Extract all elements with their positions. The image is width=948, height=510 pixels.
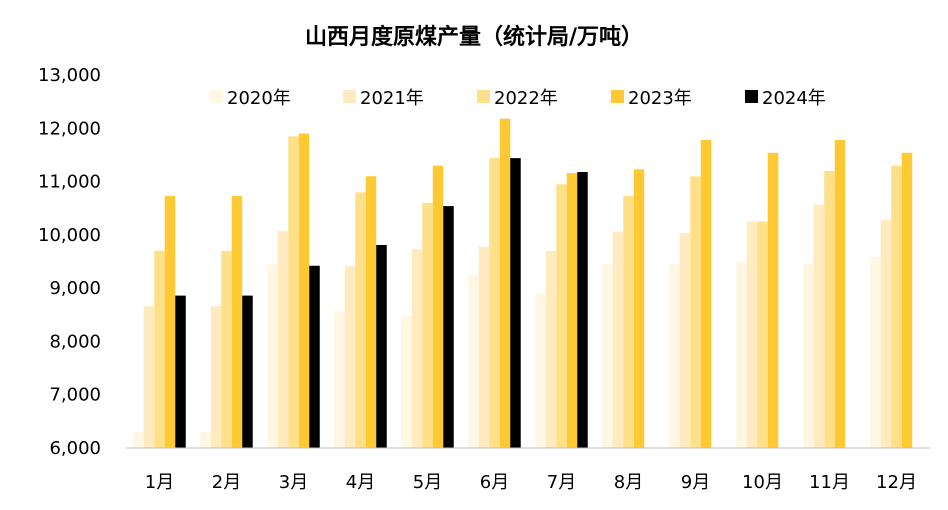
bar [813,204,825,448]
bar [880,219,892,448]
bar [633,169,645,448]
bar [891,165,902,449]
bar [133,432,144,448]
x-tick-label: 2月 [212,472,241,493]
y-tick-label: 6,000 [49,438,101,459]
bar [602,264,613,448]
bar [478,246,490,448]
bar [355,192,366,448]
bar [545,250,557,448]
bar [242,295,253,448]
bar [164,195,176,448]
bar [834,140,846,448]
x-tick-label: 7月 [547,472,576,493]
bar [757,221,768,448]
x-axis: 1月 2月 3月 4月 5月 6月 7月 8月 9月 10月 11月 12月 [145,472,917,493]
bar [577,171,588,449]
x-tick-label: 11月 [809,472,850,493]
bar [824,170,835,448]
bar [690,176,701,448]
legend: 2020年 2021年 2022年 2023年 2024年 [210,88,826,109]
bar [669,264,680,448]
bar [376,244,387,448]
legend-swatch [477,90,490,103]
bar [401,315,412,448]
bar [309,265,320,448]
x-tick-label: 6月 [480,472,509,493]
bar [746,221,758,448]
bar [267,264,278,448]
bar [679,233,691,448]
legend-swatch [343,90,356,103]
bar [499,118,511,449]
bar [175,295,186,448]
bar [767,152,779,448]
y-tick-label: 11,000 [38,172,101,193]
bar [535,293,546,448]
bar [623,195,634,448]
legend-label: 2024年 [762,88,826,109]
bar [468,274,479,448]
x-tick-label: 8月 [614,472,643,493]
bar [443,206,454,448]
bar [411,249,423,448]
bar [154,250,165,448]
bar [612,231,624,448]
bar [143,306,155,448]
y-tick-label: 9,000 [49,278,101,299]
bar [700,140,712,448]
y-axis: 6,000 7,000 8,000 9,000 10,000 11,000 12,000 13… [38,65,101,459]
bar [344,265,356,448]
x-tick-label: 5月 [413,472,442,493]
bar [803,264,814,448]
bar [489,158,500,448]
bar [200,432,211,448]
x-tick-label: 10月 [742,472,783,493]
legend-label: 2022年 [494,88,558,109]
y-tick-label: 10,000 [38,225,101,246]
legend-swatch [745,90,758,103]
bar [210,306,222,448]
y-tick-label: 13,000 [38,65,101,86]
y-tick-label: 7,000 [49,385,101,406]
bar [231,195,243,448]
bar [288,136,299,448]
bar [334,310,345,448]
x-tick-label: 12月 [876,472,917,493]
bar [277,231,289,448]
bar [901,152,913,448]
bar [298,133,310,448]
y-tick-label: 8,000 [49,331,101,352]
bar [422,202,433,448]
legend-swatch [210,90,223,103]
x-tick-label: 4月 [346,472,375,493]
bar [556,184,567,448]
y-tick-label: 12,000 [38,118,101,139]
bar [870,257,881,448]
bars [133,118,913,449]
x-tick-label: 9月 [681,472,710,493]
legend-label: 2021年 [360,88,424,109]
bar [432,165,444,449]
chart-title: 山西月度原煤产量（统计局/万吨） [305,24,643,50]
x-tick-label: 3月 [279,472,308,493]
bar [510,158,521,448]
bar [736,261,747,448]
legend-swatch [611,90,624,103]
x-tick-label: 1月 [145,472,174,493]
legend-label: 2020年 [227,88,291,109]
bar [365,176,377,448]
bar [221,250,232,448]
bar [566,173,578,448]
legend-label: 2023年 [628,88,692,109]
